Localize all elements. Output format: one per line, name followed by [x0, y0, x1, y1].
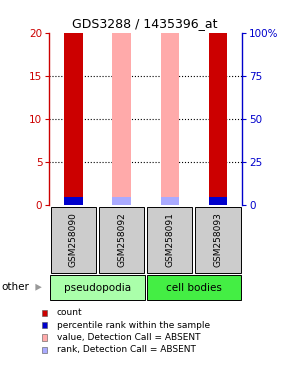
Text: rank, Detection Call = ABSENT: rank, Detection Call = ABSENT [57, 345, 195, 354]
Text: GSM258090: GSM258090 [69, 213, 78, 267]
Bar [147, 275, 241, 300]
Bar [161, 197, 179, 205]
Bar [64, 33, 83, 205]
Bar [113, 197, 131, 205]
Text: GSM258092: GSM258092 [117, 213, 126, 267]
Bar [113, 33, 131, 205]
Text: GDS3288 / 1435396_at: GDS3288 / 1435396_at [72, 17, 218, 30]
Text: cell bodies: cell bodies [166, 283, 222, 293]
Bar [195, 207, 241, 273]
Bar [209, 33, 227, 205]
Bar [147, 207, 192, 273]
Bar [64, 197, 83, 205]
Text: GSM258093: GSM258093 [213, 213, 222, 267]
Bar [51, 207, 96, 273]
Text: value, Detection Call = ABSENT: value, Detection Call = ABSENT [57, 333, 200, 342]
Bar [209, 197, 227, 205]
Polygon shape [35, 284, 42, 291]
Text: percentile rank within the sample: percentile rank within the sample [57, 321, 210, 330]
Bar [161, 33, 179, 205]
Bar [50, 275, 145, 300]
Text: GSM258091: GSM258091 [165, 213, 174, 267]
Text: other: other [1, 282, 29, 292]
Text: pseudopodia: pseudopodia [64, 283, 131, 293]
Bar [99, 207, 144, 273]
Text: count: count [57, 308, 82, 318]
